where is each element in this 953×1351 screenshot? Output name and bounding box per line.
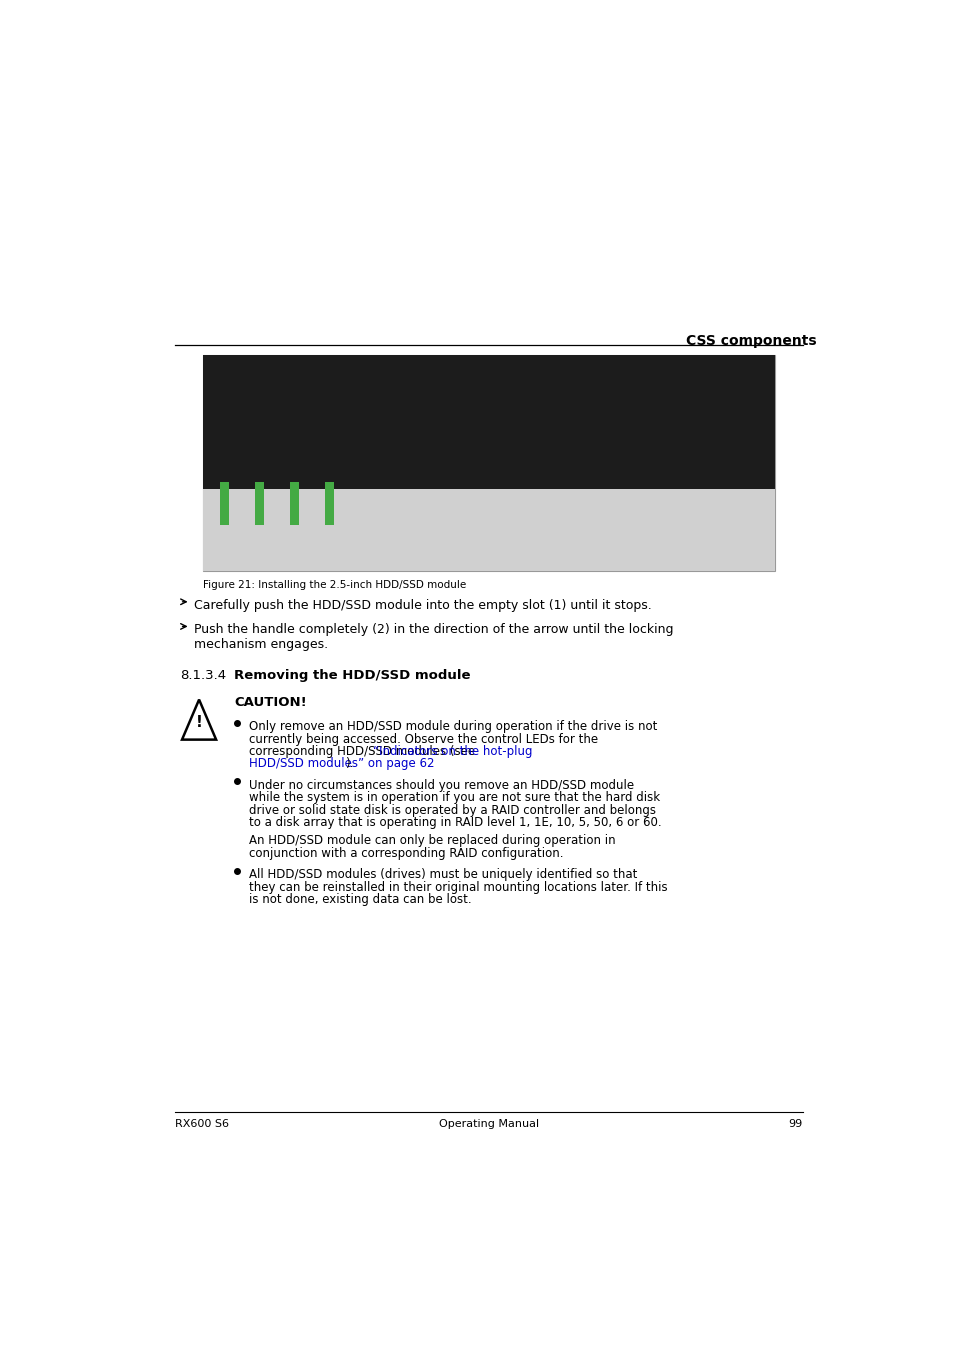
Text: “Indicators on the hot-plug: “Indicators on the hot-plug — [373, 744, 532, 758]
Text: An HDD/SSD module can only be replaced during operation in: An HDD/SSD module can only be replaced d… — [249, 835, 616, 847]
Bar — [203, 355, 774, 489]
Text: mechanism engages.: mechanism engages. — [194, 638, 328, 651]
Text: CAUTION!: CAUTION! — [233, 696, 306, 709]
Text: Operating Manual: Operating Manual — [438, 1119, 538, 1129]
Text: 8.1.3.4: 8.1.3.4 — [179, 669, 226, 682]
Text: Figure 21: Installing the 2.5-inch HDD/SSD module: Figure 21: Installing the 2.5-inch HDD/S… — [203, 580, 466, 590]
Bar — [324, 482, 334, 524]
Bar — [254, 482, 264, 524]
Text: ).: ). — [344, 758, 353, 770]
Text: while the system is in operation if you are not sure that the hard disk: while the system is in operation if you … — [249, 792, 659, 804]
Text: Push the handle completely (2) in the direction of the arrow until the locking: Push the handle completely (2) in the di… — [194, 623, 673, 636]
Text: Only remove an HDD/SSD module during operation if the drive is not: Only remove an HDD/SSD module during ope… — [249, 720, 658, 734]
Text: to a disk array that is operating in RAID level 1, 1E, 10, 5, 50, 6 or 60.: to a disk array that is operating in RAI… — [249, 816, 661, 830]
Polygon shape — [182, 700, 216, 739]
Text: RX600 S6: RX600 S6 — [174, 1119, 229, 1129]
Text: corresponding HDD/SSD modules (see: corresponding HDD/SSD modules (see — [249, 744, 478, 758]
Bar — [290, 482, 298, 524]
Text: drive or solid state disk is operated by a RAID controller and belongs: drive or solid state disk is operated by… — [249, 804, 656, 816]
Bar — [220, 482, 229, 524]
Text: CSS components: CSS components — [685, 334, 816, 347]
Text: Removing the HDD/SSD module: Removing the HDD/SSD module — [233, 669, 470, 682]
Text: currently being accessed. Observe the control LEDs for the: currently being accessed. Observe the co… — [249, 732, 598, 746]
Text: Under no circumstances should you remove an HDD/SSD module: Under no circumstances should you remove… — [249, 780, 634, 792]
Text: conjunction with a corresponding RAID configuration.: conjunction with a corresponding RAID co… — [249, 847, 563, 859]
Text: is not done, existing data can be lost.: is not done, existing data can be lost. — [249, 893, 472, 907]
Text: HDD/SSD modules” on page 62: HDD/SSD modules” on page 62 — [249, 758, 435, 770]
Bar — [203, 355, 774, 571]
Text: !: ! — [195, 715, 202, 730]
Bar — [203, 489, 774, 571]
Text: 99: 99 — [788, 1119, 802, 1129]
Text: they can be reinstalled in their original mounting locations later. If this: they can be reinstalled in their origina… — [249, 881, 667, 893]
Text: Carefully push the HDD/SSD module into the empty slot (1) until it stops.: Carefully push the HDD/SSD module into t… — [194, 598, 652, 612]
Text: All HDD/SSD modules (drives) must be uniquely identified so that: All HDD/SSD modules (drives) must be uni… — [249, 869, 638, 881]
